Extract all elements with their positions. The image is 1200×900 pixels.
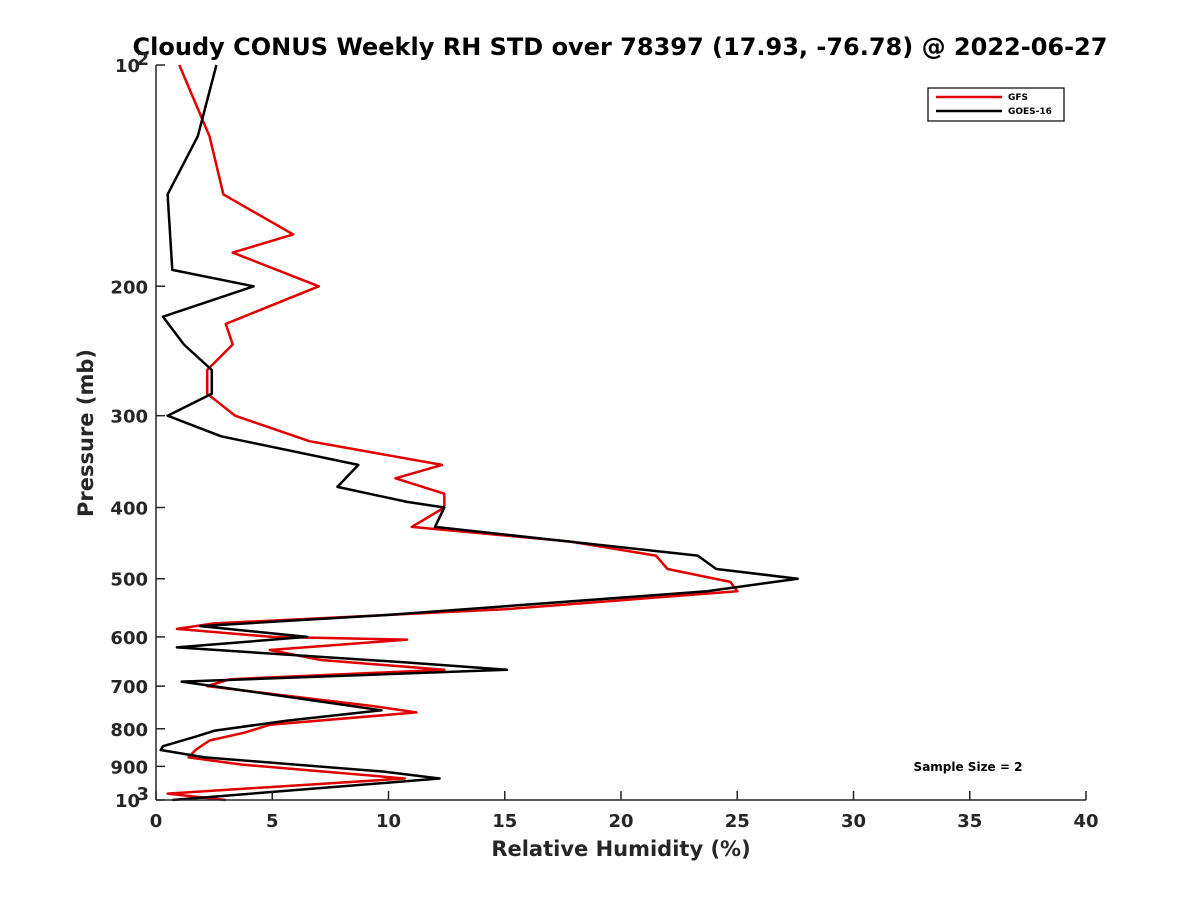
y-tick-label: 700 <box>110 677 148 698</box>
series-line-goes-16 <box>159 64 799 802</box>
x-tick-label: 35 <box>957 811 982 832</box>
y-tick-label: 300 <box>110 407 148 428</box>
y-tick-label: 500 <box>110 570 148 591</box>
x-tick-label: 40 <box>1073 811 1098 832</box>
sample-size-annotation: Sample Size = 2 <box>914 760 1023 774</box>
y-tick-label: 200 <box>110 277 148 298</box>
x-tick-label: 5 <box>266 811 279 832</box>
x-axis-label: Relative Humidity (%) <box>491 837 750 861</box>
x-tick-label: 10 <box>376 811 401 832</box>
y-tick-label: 800 <box>110 720 148 741</box>
y-tick-exponent: 2 <box>136 49 149 70</box>
y-tick-label: 400 <box>110 499 148 520</box>
legend: GFS GOES-16 <box>927 87 1065 122</box>
series-line-gfs <box>166 64 739 802</box>
y-tick-label: 10 <box>115 791 140 812</box>
chart-title: Cloudy CONUS Weekly RH STD over 78397 (1… <box>133 33 1108 61</box>
y-tick-label: 900 <box>110 757 148 778</box>
y-tick-exponent: 3 <box>136 784 149 805</box>
y-axis-label: Pressure (mb) <box>74 349 98 517</box>
x-tick-label: 0 <box>150 811 163 832</box>
plot-area: 0 5 10 15 20 25 30 35 40 10220030040050060070080… <box>110 49 1098 832</box>
legend-box <box>927 87 1065 122</box>
x-tick-label: 15 <box>492 811 517 832</box>
x-tick-label: 20 <box>608 811 633 832</box>
series-layer <box>159 64 799 802</box>
y-tick-label: 10 <box>115 56 140 77</box>
x-tick-label: 30 <box>841 811 866 832</box>
x-tick-label: 25 <box>725 811 750 832</box>
legend-label-goes-16: GOES-16 <box>1008 107 1052 117</box>
y-tick-label: 600 <box>110 628 148 649</box>
x-axis-ticks: 0 5 10 15 20 25 30 35 40 <box>150 791 1099 832</box>
legend-label-gfs: GFS <box>1008 93 1028 103</box>
